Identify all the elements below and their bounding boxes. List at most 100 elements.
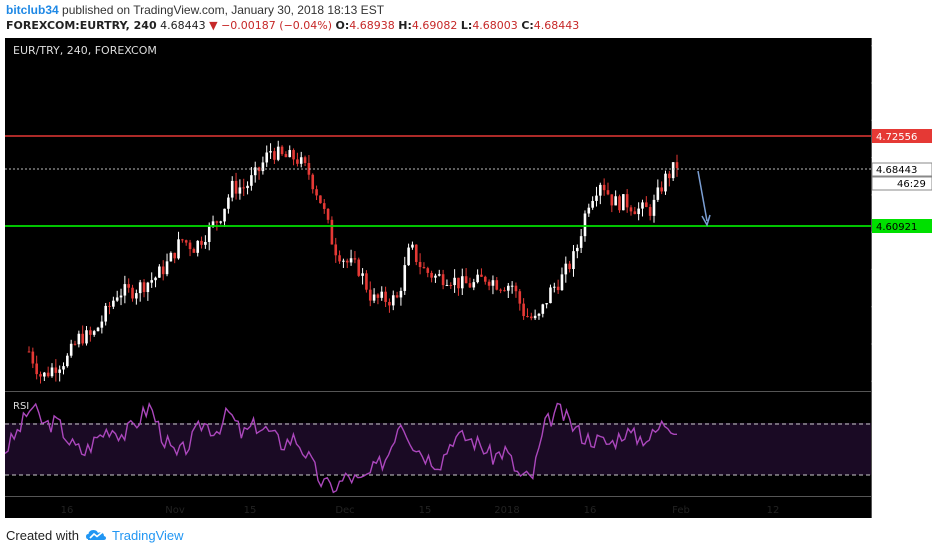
candle-body (480, 274, 483, 277)
candle-body (457, 277, 460, 289)
candle-body (391, 295, 395, 306)
candle-body (372, 294, 376, 301)
candle-body (652, 199, 656, 216)
candle-body (253, 167, 257, 176)
candle-body (533, 315, 537, 319)
candle-body (407, 247, 410, 266)
candle-body (73, 343, 77, 345)
candle-body (614, 196, 617, 206)
rsi-line (4, 401, 677, 494)
resistance-badge-text: 4.72556 (876, 132, 917, 143)
publish-line: bitclub34 published on TradingView.com, … (6, 3, 384, 17)
footer-created-text: Created with (6, 528, 79, 543)
candle-body (361, 273, 364, 276)
header: bitclub34 published on TradingView.com, … (0, 0, 932, 37)
candle-body (445, 285, 449, 287)
candle-body (418, 261, 422, 268)
candle-body (602, 184, 606, 191)
footer: Created with TradingView (0, 522, 932, 550)
candle-body (334, 244, 338, 256)
candle-body (69, 343, 73, 356)
candle-body (299, 157, 303, 164)
candle-body (81, 333, 84, 344)
candle-body (257, 167, 261, 172)
candle-body (342, 260, 345, 262)
candle-body (560, 274, 564, 291)
candle-body (39, 374, 42, 377)
candle-body (50, 367, 54, 377)
candle-body (230, 180, 234, 198)
candle-body (430, 272, 433, 278)
candle-body (135, 293, 138, 299)
rsi-band-fill (5, 423, 871, 475)
candle-body (250, 175, 253, 186)
candle-body (403, 265, 407, 291)
candle-body (625, 194, 629, 208)
candle-body (506, 285, 510, 291)
time-tick-label: 15 (244, 505, 257, 516)
high-value: 4.69082 (411, 19, 458, 32)
candle-body (58, 369, 61, 373)
candle-body (181, 239, 184, 241)
candle-body (460, 276, 464, 289)
candle-body (146, 282, 150, 293)
candle-body (338, 255, 341, 262)
candle-body (648, 207, 652, 216)
candle-body (200, 240, 203, 245)
footer-brand[interactable]: TradingView (112, 528, 184, 543)
tradingview-logo-icon[interactable] (84, 527, 108, 543)
forecast-arrow[interactable] (697, 170, 708, 222)
candle-body (31, 351, 35, 364)
candle-body (238, 187, 242, 194)
time-axis[interactable]: 16 Nov 15 Dec 15 2018 16 Feb 12 (61, 505, 780, 516)
countdown-badge (872, 176, 932, 191)
candle-body (399, 290, 403, 298)
candle-body (330, 219, 334, 245)
candle-body (196, 240, 200, 253)
candle-body (269, 151, 272, 153)
candle-body (483, 276, 487, 282)
candle-body (545, 303, 548, 305)
candle-body (606, 190, 610, 195)
support-badge-text: 4.60921 (876, 222, 917, 233)
time-tick-label: 12 (767, 505, 780, 516)
candle-body (549, 287, 552, 304)
candle-body (54, 367, 58, 373)
candle-body (123, 284, 127, 296)
candle-body (599, 184, 602, 196)
candle-body (645, 202, 648, 208)
candle-body (89, 330, 92, 335)
candle-body (246, 185, 249, 189)
candle-body (572, 251, 575, 270)
candle-body (215, 221, 219, 223)
candle-body (441, 274, 445, 286)
candle-body (464, 276, 468, 284)
price-pane[interactable] (5, 38, 871, 391)
candle-body (541, 304, 545, 314)
candle-body (119, 295, 123, 298)
chart-area[interactable]: EUR/TRY, 240, FOREXCOM RSI 4.850004.8000… (4, 38, 932, 518)
candle-body (664, 173, 667, 192)
published-text: published on TradingView.com, January 30… (62, 3, 385, 17)
candle-body (261, 162, 265, 172)
low-label: L: (460, 19, 473, 32)
candle-body (365, 273, 368, 290)
time-tick-label: 2018 (494, 505, 519, 516)
candle-body (165, 261, 169, 275)
candle-body (46, 372, 50, 377)
candle-body (491, 280, 495, 286)
candle-body (422, 267, 426, 269)
candle-body (668, 173, 671, 179)
candle-body (326, 208, 330, 220)
symbol-label: FOREXCOM:EURTRY, 240 (6, 19, 157, 32)
candle-body (499, 289, 502, 291)
candle-body (96, 327, 100, 332)
candle-body (177, 239, 180, 259)
author-link[interactable]: bitclub34 (6, 3, 59, 17)
price-change: ▼ −0.00187 (−0.04%) (209, 19, 333, 32)
candle-body (100, 321, 104, 328)
chart-svg[interactable]: EUR/TRY, 240, FOREXCOM RSI 4.850004.8000… (4, 38, 918, 518)
candle-body (154, 277, 157, 281)
candle-body (204, 241, 207, 245)
